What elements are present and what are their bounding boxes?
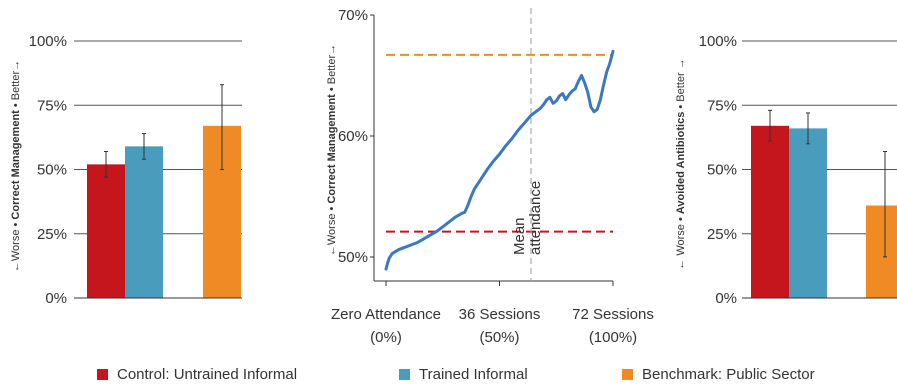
legend-label-control: Control: Untrained Informal: [117, 366, 298, 383]
legend-item-benchmark: Benchmark: Public Sector: [622, 366, 815, 383]
mid-chart-xtick-sub: (0%): [370, 329, 402, 346]
mid-chart-ytick: 70%: [338, 7, 368, 24]
left-chart-ytick: 0%: [45, 290, 67, 307]
mid-chart-series-line: [384, 49, 615, 271]
mid-chart-mean-label: Mean: [511, 217, 528, 255]
right-chart-ylabel: ← Worse • Avoided Antibiotics • Better →: [675, 58, 687, 269]
right-chart-bar: [751, 125, 789, 298]
mid-chart-ylabel-measure: Correct Management: [326, 94, 338, 204]
mid-chart-mean-label-2: attendance: [527, 181, 544, 255]
left-chart-ylabel-better: • Better→: [10, 60, 22, 110]
right-chart-ytick: 100%: [699, 33, 737, 50]
mid-chart-ytick: 50%: [338, 249, 368, 266]
legend-swatch-control: [97, 369, 108, 380]
legend-swatch-benchmark: [622, 369, 633, 380]
mid-chart-ylabel: ←Worse • Correct Management • Better→: [326, 44, 338, 256]
legend-item-control: Control: Untrained Informal: [97, 366, 297, 383]
right-chart-bar: [866, 205, 897, 298]
right-chart-ylabel-better: • Better →: [675, 58, 687, 111]
right-chart-ylabel-worse: ← Worse •: [675, 214, 687, 270]
left-chart-ylabel-worse: ←Worse •: [10, 220, 22, 273]
legend-label-benchmark: Benchmark: Public Sector: [642, 366, 815, 383]
legend-swatch-trained: [399, 369, 410, 380]
right-chart-ytick: 75%: [707, 97, 737, 114]
mid-chart-ytick: 60%: [338, 128, 368, 145]
mid-chart-xtick-sub: (100%): [589, 329, 637, 346]
left-chart-ytick: 75%: [37, 97, 67, 114]
mid-chart-xtick: 72 Sessions: [572, 306, 654, 323]
mid-chart-xtick: 36 Sessions: [459, 306, 541, 323]
right-chart-ytick: 0%: [715, 290, 737, 307]
left-chart-ytick: 25%: [37, 226, 67, 243]
left-chart-ylabel: ←Worse • Correct Management • Better→: [10, 60, 22, 272]
left-chart-ytick: 100%: [29, 33, 67, 50]
legend-item-trained: Trained Informal: [399, 366, 528, 383]
left-chart-bar: [125, 146, 163, 298]
legend-label-trained: Trained Informal: [419, 366, 528, 383]
mid-chart-ylabel-worse: ←Worse •: [326, 204, 338, 257]
left-chart-ylabel-measure: Correct Management: [10, 110, 22, 220]
right-chart-ytick: 25%: [707, 226, 737, 243]
right-chart-bar: [789, 128, 827, 298]
mid-chart-ylabel-better: • Better→: [326, 44, 338, 94]
left-chart-ytick: 50%: [37, 162, 67, 179]
legend: Control: Untrained Informal Trained Info…: [0, 366, 897, 388]
mid-chart-xtick: Zero Attendance: [331, 306, 441, 323]
mid-chart-xtick-sub: (50%): [479, 329, 519, 346]
right-chart-ytick: 50%: [707, 162, 737, 179]
right-chart-ylabel-measure: Avoided Antibiotics: [675, 112, 687, 214]
charts-area: 0% 25% 50% 75% 100% ←Worse • Correct Manageme…: [10, 7, 897, 346]
left-chart-bar: [87, 164, 125, 298]
